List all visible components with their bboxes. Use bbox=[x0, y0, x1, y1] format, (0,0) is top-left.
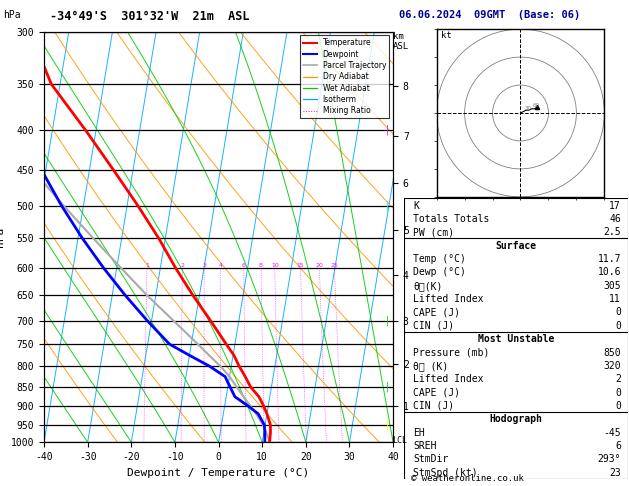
Text: 293°: 293° bbox=[598, 454, 621, 464]
Y-axis label: hPa: hPa bbox=[0, 227, 5, 247]
Text: 60: 60 bbox=[533, 104, 540, 108]
Text: PW (cm): PW (cm) bbox=[413, 227, 455, 237]
Text: |: | bbox=[386, 382, 389, 392]
Text: 850: 850 bbox=[603, 347, 621, 358]
Text: -45: -45 bbox=[603, 428, 621, 437]
Text: CIN (J): CIN (J) bbox=[413, 401, 455, 411]
Text: -34°49'S  301°32'W  21m  ASL: -34°49'S 301°32'W 21m ASL bbox=[50, 10, 250, 23]
Text: |: | bbox=[386, 124, 389, 135]
Text: LCL: LCL bbox=[392, 436, 408, 445]
Text: Hodograph: Hodograph bbox=[489, 414, 543, 424]
Text: 0: 0 bbox=[615, 308, 621, 317]
Text: 2: 2 bbox=[181, 263, 184, 268]
Text: Lifted Index: Lifted Index bbox=[413, 294, 484, 304]
Text: Lifted Index: Lifted Index bbox=[413, 374, 484, 384]
Text: 4: 4 bbox=[218, 263, 222, 268]
Text: SREH: SREH bbox=[413, 441, 437, 451]
Text: 10: 10 bbox=[271, 263, 279, 268]
Text: 17: 17 bbox=[610, 201, 621, 210]
Text: θᴄ (K): θᴄ (K) bbox=[413, 361, 448, 371]
Text: |: | bbox=[386, 315, 389, 326]
Text: 20: 20 bbox=[315, 263, 323, 268]
X-axis label: Dewpoint / Temperature (°C): Dewpoint / Temperature (°C) bbox=[128, 468, 309, 478]
Text: 6: 6 bbox=[615, 441, 621, 451]
Text: 8: 8 bbox=[259, 263, 263, 268]
Text: Pressure (mb): Pressure (mb) bbox=[413, 347, 490, 358]
Text: hPa: hPa bbox=[3, 10, 21, 20]
Text: 23: 23 bbox=[610, 468, 621, 478]
Text: 15: 15 bbox=[297, 263, 304, 268]
Text: 25: 25 bbox=[330, 263, 338, 268]
Text: 11: 11 bbox=[610, 294, 621, 304]
Text: CAPE (J): CAPE (J) bbox=[413, 387, 460, 398]
Text: 0: 0 bbox=[615, 387, 621, 398]
Text: © weatheronline.co.uk: © weatheronline.co.uk bbox=[411, 473, 523, 483]
Text: K: K bbox=[413, 201, 420, 210]
Text: 320: 320 bbox=[603, 361, 621, 371]
Legend: Temperature, Dewpoint, Parcel Trajectory, Dry Adiabat, Wet Adiabat, Isotherm, Mi: Temperature, Dewpoint, Parcel Trajectory… bbox=[300, 35, 389, 118]
Text: StmDir: StmDir bbox=[413, 454, 448, 464]
Text: 6: 6 bbox=[242, 263, 246, 268]
Text: |: | bbox=[386, 419, 389, 430]
Text: kt: kt bbox=[441, 31, 452, 39]
Text: Most Unstable: Most Unstable bbox=[478, 334, 554, 344]
Text: EH: EH bbox=[413, 428, 425, 437]
Text: 46: 46 bbox=[610, 214, 621, 224]
Text: 0: 0 bbox=[615, 321, 621, 331]
Text: 305: 305 bbox=[603, 281, 621, 291]
Text: 06.06.2024  09GMT  (Base: 06): 06.06.2024 09GMT (Base: 06) bbox=[399, 10, 581, 20]
Text: |: | bbox=[386, 201, 389, 211]
Text: StmSpd (kt): StmSpd (kt) bbox=[413, 468, 478, 478]
Text: Dewp (°C): Dewp (°C) bbox=[413, 267, 466, 278]
Text: CIN (J): CIN (J) bbox=[413, 321, 455, 331]
Text: 11.7: 11.7 bbox=[598, 254, 621, 264]
Text: 30: 30 bbox=[525, 106, 532, 111]
Text: θᴄ(K): θᴄ(K) bbox=[413, 281, 443, 291]
Text: 10.6: 10.6 bbox=[598, 267, 621, 278]
Text: Temp (°C): Temp (°C) bbox=[413, 254, 466, 264]
Text: km
ASL: km ASL bbox=[393, 32, 409, 51]
Text: 3: 3 bbox=[202, 263, 206, 268]
Text: 2.5: 2.5 bbox=[603, 227, 621, 237]
Text: 0: 0 bbox=[615, 401, 621, 411]
Text: Surface: Surface bbox=[496, 241, 537, 251]
Text: CAPE (J): CAPE (J) bbox=[413, 308, 460, 317]
Text: Totals Totals: Totals Totals bbox=[413, 214, 490, 224]
Text: 2: 2 bbox=[615, 374, 621, 384]
Text: 1: 1 bbox=[145, 263, 149, 268]
